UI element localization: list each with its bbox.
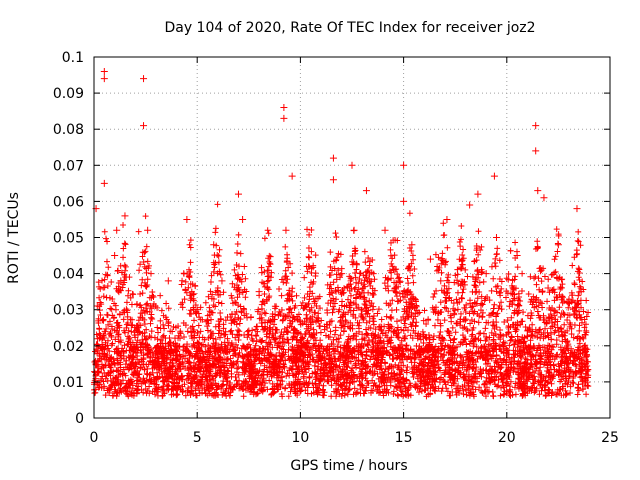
data-point <box>540 194 548 202</box>
data-point <box>183 215 191 223</box>
data-point <box>280 104 288 112</box>
data-point <box>348 161 356 169</box>
y-axis-title: ROTI / TECUs <box>6 192 22 284</box>
data-point <box>288 172 296 180</box>
y-tick-label: 0.08 <box>53 122 84 138</box>
chart-title: Day 104 of 2020, Rate Of TEC Index for r… <box>164 20 535 36</box>
data-point <box>573 205 581 213</box>
data-point <box>100 75 108 83</box>
data-point <box>534 187 542 195</box>
data-point <box>492 234 500 241</box>
data-point <box>513 252 521 260</box>
data-point <box>408 241 416 249</box>
data-point <box>443 215 451 223</box>
data-point <box>305 262 313 270</box>
data-point <box>532 147 540 155</box>
data-point <box>255 288 263 296</box>
data-point <box>554 241 562 249</box>
data-point <box>400 197 408 205</box>
data-point <box>400 161 408 169</box>
y-tick-label: 0 <box>75 411 84 427</box>
y-tick-label: 0.07 <box>53 158 84 174</box>
x-tick-label: 25 <box>601 430 619 446</box>
data-point <box>113 226 121 234</box>
data-point <box>100 67 108 75</box>
data-point <box>474 190 482 198</box>
y-tick-label: 0.01 <box>53 375 84 391</box>
data-point <box>391 284 399 292</box>
y-tick-label: 0.05 <box>53 231 84 247</box>
data-point <box>210 241 218 249</box>
data-point <box>96 298 104 306</box>
data-point <box>532 122 540 130</box>
data-point <box>280 114 288 122</box>
data-point <box>577 288 585 296</box>
x-axis: 0 5 10 15 20 25 <box>90 57 619 446</box>
y-tick-label: 0.1 <box>62 50 84 66</box>
data-point <box>544 284 552 292</box>
data-point <box>111 252 119 260</box>
data-point <box>466 201 474 209</box>
y-tick-label: 0.06 <box>53 194 84 210</box>
data-point <box>490 172 498 180</box>
data-point <box>329 176 337 184</box>
data-point <box>482 270 490 278</box>
data-point <box>565 298 573 306</box>
data-point <box>140 75 148 83</box>
data-point <box>164 277 172 285</box>
y-axis: 0 0.01 0.02 0.03 0.04 0.05 0.06 0.07 0.08 0.09 0.1 <box>53 50 610 427</box>
x-tick-label: 5 <box>193 430 202 446</box>
data-point <box>338 270 346 278</box>
data-point <box>140 122 148 130</box>
y-tick-label: 0.04 <box>53 267 84 283</box>
data-point <box>329 154 337 162</box>
y-tick-label: 0.02 <box>53 339 84 355</box>
x-tick-label: 10 <box>291 430 309 446</box>
data-point <box>234 190 242 198</box>
data-point <box>381 226 389 234</box>
data-point <box>350 226 358 234</box>
y-tick-label: 0.03 <box>53 303 84 319</box>
data-point <box>100 179 108 187</box>
data-points <box>92 67 585 306</box>
x-tick-label: 20 <box>498 430 516 446</box>
data-point <box>282 226 290 234</box>
data-point <box>144 226 152 234</box>
x-tick-label: 0 <box>90 430 99 446</box>
y-tick-label: 0.09 <box>53 86 84 102</box>
data-point <box>218 277 226 285</box>
data-point <box>437 277 445 285</box>
data-point <box>362 187 370 195</box>
x-tick-label: 15 <box>395 430 413 446</box>
data-point <box>121 212 129 220</box>
data-point <box>239 215 247 223</box>
x-axis-title: GPS time / hours <box>290 458 407 474</box>
data-point <box>426 255 434 263</box>
data-point <box>117 277 125 285</box>
